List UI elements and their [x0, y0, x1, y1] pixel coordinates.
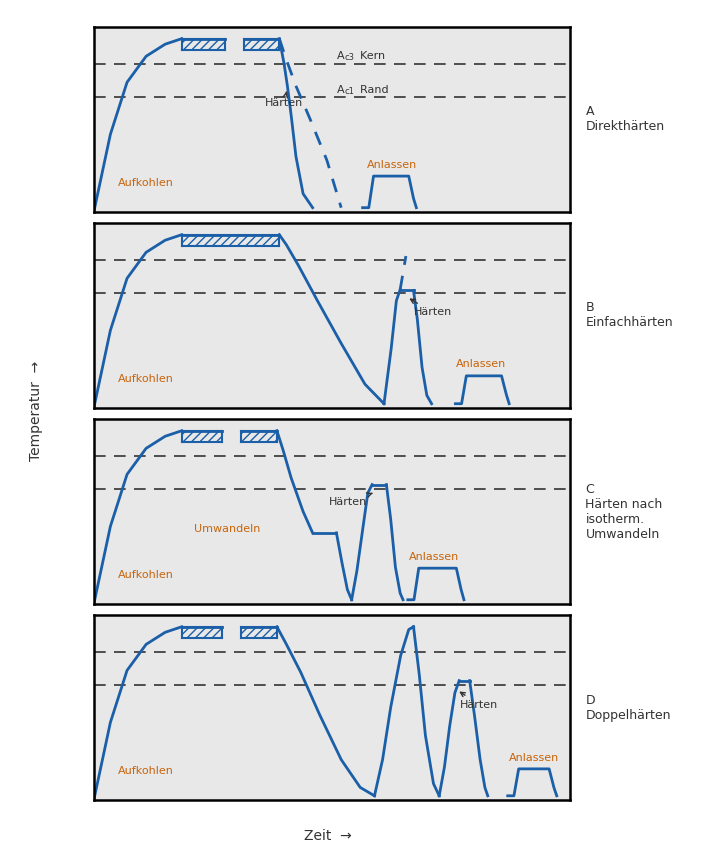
- Text: C
Härten nach
isotherm.
Umwandeln: C Härten nach isotherm. Umwandeln: [585, 482, 663, 541]
- Text: c3: c3: [344, 53, 354, 62]
- Text: Anlassen: Anlassen: [367, 159, 417, 170]
- Text: A
Direkthärten: A Direkthärten: [585, 105, 665, 134]
- Text: Umwandeln: Umwandeln: [194, 524, 260, 534]
- Text: A: A: [337, 86, 344, 95]
- Text: Rand: Rand: [353, 86, 389, 95]
- Text: B
Einfachhärten: B Einfachhärten: [585, 302, 673, 329]
- Text: A: A: [337, 51, 344, 61]
- Text: Aufkohlen: Aufkohlen: [118, 766, 173, 776]
- Text: Aufkohlen: Aufkohlen: [118, 570, 173, 580]
- Text: Temperatur  →: Temperatur →: [29, 362, 43, 461]
- Text: Anlassen: Anlassen: [509, 752, 559, 763]
- Text: Aufkohlen: Aufkohlen: [118, 178, 173, 189]
- Text: Anlassen: Anlassen: [456, 359, 507, 369]
- Text: Härten: Härten: [410, 299, 452, 317]
- Text: Zeit  →: Zeit →: [304, 829, 352, 843]
- Text: Härten: Härten: [460, 692, 498, 710]
- Text: Härten: Härten: [329, 493, 372, 507]
- Text: Anlassen: Anlassen: [409, 552, 459, 562]
- Text: Kern: Kern: [353, 51, 385, 61]
- Text: Aufkohlen: Aufkohlen: [118, 375, 173, 384]
- Text: D
Doppelhärten: D Doppelhärten: [585, 693, 671, 722]
- Text: Härten: Härten: [265, 92, 304, 107]
- Text: c1: c1: [344, 87, 354, 96]
